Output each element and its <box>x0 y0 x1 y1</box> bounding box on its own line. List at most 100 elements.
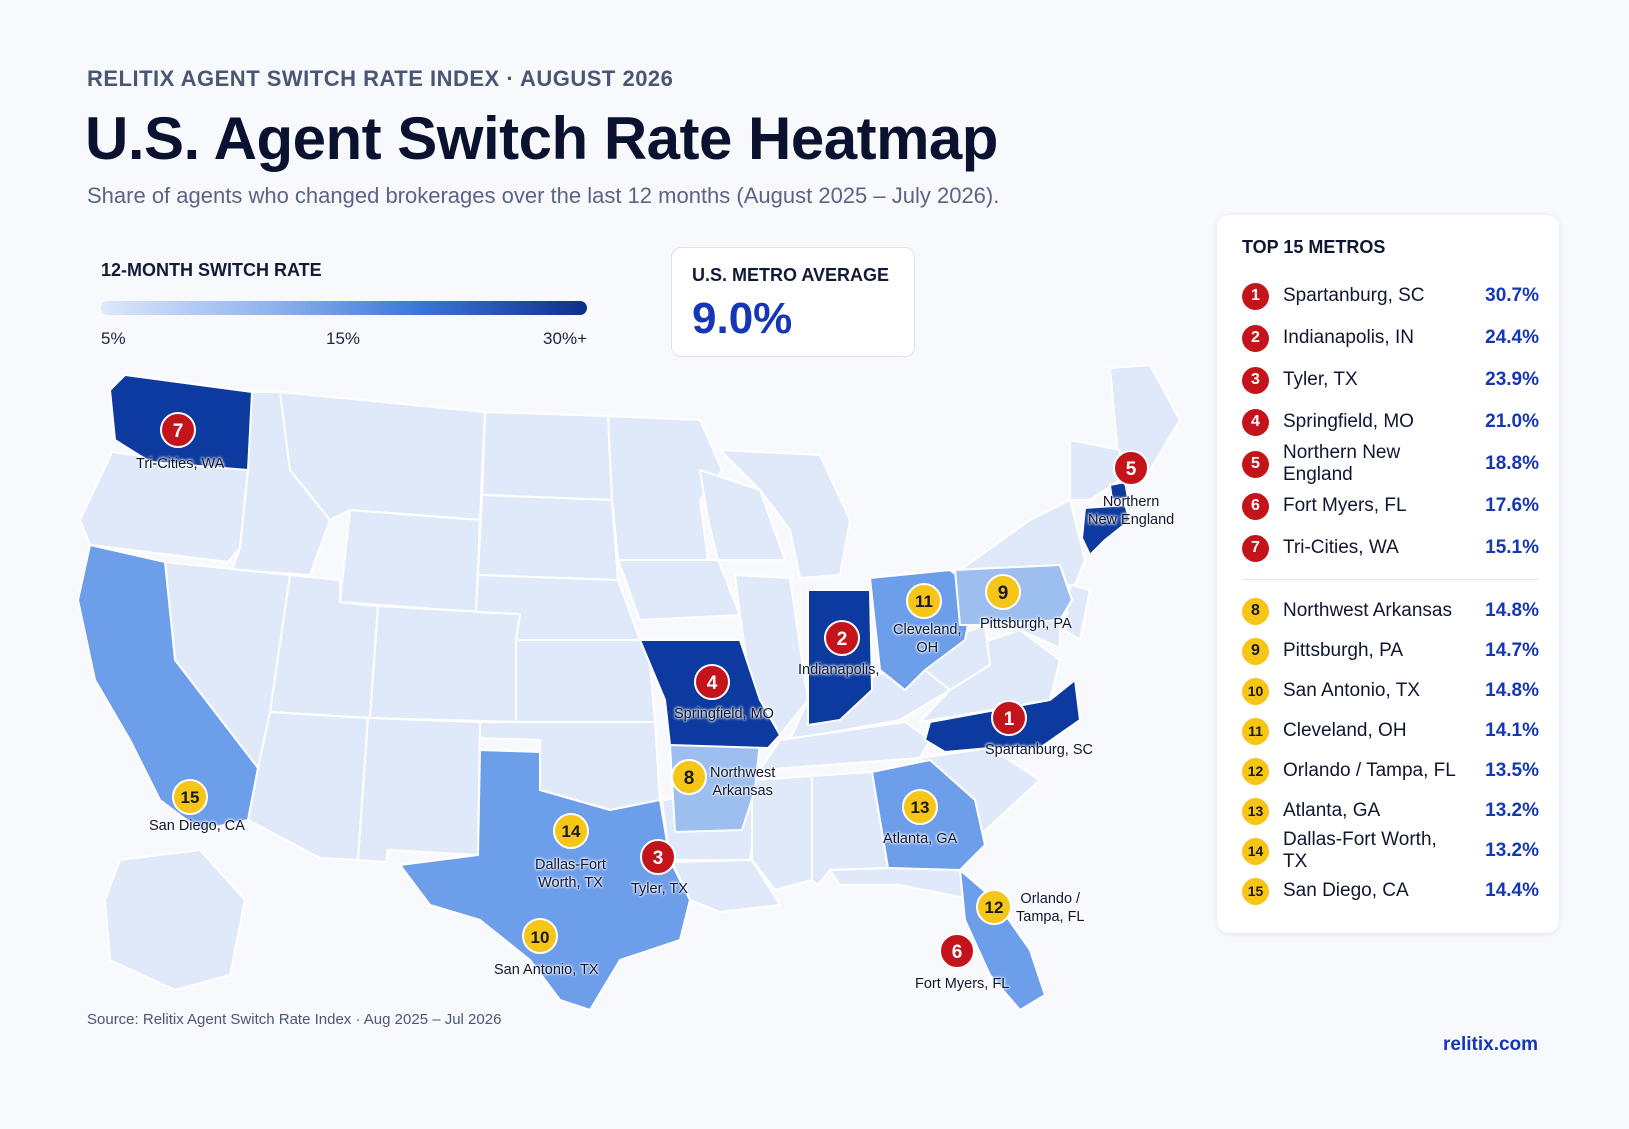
map-label-fort-myers: Fort Myers, FL <box>915 976 1010 992</box>
map-label-nwa-line2: Arkansas <box>712 783 773 800</box>
marker-7[interactable]: 7 <box>160 412 196 448</box>
marker-8[interactable]: 8 <box>671 759 707 795</box>
marker-4[interactable]: 4 <box>694 664 730 700</box>
state-texas <box>399 749 691 1011</box>
metro-rate: 30.7% <box>1485 285 1539 306</box>
metro-row[interactable]: 13 Atlanta, GA 13.2% <box>1242 791 1539 831</box>
metro-row[interactable]: 2 Indianapolis, IN 24.4% <box>1242 317 1539 359</box>
rank-badge: 7 <box>1242 534 1269 562</box>
state-new-england-top <box>1109 481 1129 501</box>
state-colorado <box>369 605 521 723</box>
metro-row[interactable]: 8 Northwest Arkansas 14.8% <box>1242 591 1539 631</box>
metro-name: Atlanta, GA <box>1283 800 1381 821</box>
panel-divider <box>1242 579 1539 580</box>
marker-10[interactable]: 10 <box>522 918 558 954</box>
state-mississippi <box>751 775 813 891</box>
marker-13[interactable]: 13 <box>902 789 938 825</box>
rank-badge: 2 <box>1242 324 1269 352</box>
marker-2[interactable]: 2 <box>824 620 860 656</box>
map-label-orlando-line2: Tampa, FL <box>1016 909 1085 926</box>
rank-badge: 6 <box>1242 492 1269 520</box>
metro-rate: 23.9% <box>1485 369 1539 390</box>
metro-row[interactable]: 7 Tri-Cities, WA 15.1% <box>1242 527 1539 569</box>
bottom-group-list: 8 Northwest Arkansas 14.8% 9 Pittsburgh, PA 1… <box>1242 591 1539 911</box>
marker-15[interactable]: 15 <box>172 779 208 815</box>
metro-row[interactable]: 15 San Diego, CA 14.4% <box>1242 871 1539 911</box>
marker-14[interactable]: 14 <box>553 813 589 849</box>
map-label-atlanta: Atlanta, GA <box>883 831 958 847</box>
metro-name: Springfield, MO <box>1283 411 1414 432</box>
legend-tick-max: 30%+ <box>543 329 587 348</box>
map-label-dfw-line2: Worth, TX <box>538 875 603 892</box>
state-minnesota <box>607 415 723 561</box>
metro-name: Pittsburgh, PA <box>1283 640 1404 661</box>
metro-name: Spartanburg, SC <box>1283 285 1425 306</box>
map-label-orlando-tampa: Orlando / Tampa, FL <box>1016 890 1085 926</box>
metro-row[interactable]: 12 Orlando / Tampa, FL 13.5% <box>1242 751 1539 791</box>
svg-text:14: 14 <box>562 822 581 841</box>
marker-5[interactable]: 5 <box>1113 450 1149 486</box>
metro-rate: 14.8% <box>1485 680 1539 701</box>
metro-rate: 14.1% <box>1485 720 1539 741</box>
legend-tick-mid: 15% <box>325 329 361 348</box>
rank-badge: 3 <box>1242 366 1269 394</box>
state-iowa <box>617 559 741 621</box>
metro-row[interactable]: 6 Fort Myers, FL 17.6% <box>1242 485 1539 527</box>
svg-text:12: 12 <box>985 898 1004 917</box>
svg-text:5: 5 <box>1126 459 1137 480</box>
metro-rate: 14.7% <box>1485 640 1539 661</box>
metro-row[interactable]: 9 Pittsburgh, PA 14.7% <box>1242 631 1539 671</box>
svg-text:1: 1 <box>1004 709 1015 730</box>
metro-row[interactable]: 11 Cleveland, OH 14.1% <box>1242 711 1539 751</box>
state-south-dakota <box>477 494 619 581</box>
metro-row[interactable]: 1 Spartanburg, SC 30.7% <box>1242 275 1539 317</box>
map-label-northern-new-england: Northern New England <box>1088 493 1174 529</box>
top-group-list: 1 Spartanburg, SC 30.7% 2 Indianapolis, IN 24… <box>1242 275 1539 569</box>
svg-text:2: 2 <box>837 629 848 650</box>
map-label-springfield: Springfield, MO <box>674 706 774 722</box>
svg-text:10: 10 <box>531 928 550 947</box>
map-label-orlando-line1: Orlando / <box>1020 891 1081 907</box>
svg-text:8: 8 <box>684 768 695 789</box>
metro-name: San Antonio, TX <box>1283 680 1420 701</box>
map-label-dfw-line1: Dallas-Fort <box>535 857 606 873</box>
map-label-tyler: Tyler, TX <box>631 881 688 897</box>
metro-rate: 14.4% <box>1485 880 1539 901</box>
state-tennessee <box>759 721 931 771</box>
metro-name: Northern New England <box>1283 442 1401 485</box>
metro-row[interactable]: 5 Northern New England 18.8% <box>1242 442 1539 485</box>
marker-3[interactable]: 3 <box>640 839 676 875</box>
state-arizona <box>247 711 369 861</box>
marker-12[interactable]: 12 <box>976 889 1012 925</box>
eyebrow: RELITIX AGENT SWITCH RATE INDEX · AUGUST… <box>87 66 674 91</box>
metro-rate: 13.5% <box>1485 760 1539 781</box>
metro-row[interactable]: 4 Springfield, MO 21.0% <box>1242 401 1539 443</box>
svg-text:13: 13 <box>911 798 930 817</box>
rank-badge: 1 <box>1242 282 1269 310</box>
marker-11[interactable]: 11 <box>906 583 942 619</box>
marker-9[interactable]: 9 <box>985 574 1021 610</box>
metro-row[interactable]: 10 San Antonio, TX 14.8% <box>1242 671 1539 711</box>
map-label-pittsburgh: Pittsburgh, PA <box>980 616 1072 632</box>
marker-1[interactable]: 1 <box>991 700 1027 736</box>
state-north-dakota <box>481 411 613 501</box>
metro-rate: 15.1% <box>1485 537 1539 558</box>
metro-rate: 24.4% <box>1485 327 1539 348</box>
rank-badge: 10 <box>1242 677 1269 705</box>
svg-text:3: 3 <box>653 848 664 869</box>
average-label: U.S. METRO AVERAGE <box>692 265 890 285</box>
rank-badge: 15 <box>1242 877 1269 905</box>
metro-row[interactable]: 14 Dallas-Fort Worth, TX 13.2% <box>1242 829 1539 872</box>
metro-name: Cleveland, OH <box>1283 720 1407 741</box>
site-link[interactable]: relitix.com <box>1443 1034 1539 1055</box>
metro-name: Tyler, TX <box>1283 369 1358 390</box>
metro-row[interactable]: 3 Tyler, TX 23.9% <box>1242 359 1539 401</box>
subtitle: Share of agents who changed brokerages o… <box>87 183 1000 208</box>
metro-rate: 13.2% <box>1485 840 1539 861</box>
rank-badge: 5 <box>1242 450 1269 478</box>
metro-name: Orlando / Tampa, FL <box>1283 760 1456 781</box>
average-value: 9.0% <box>692 294 793 343</box>
state-ohio <box>869 569 976 691</box>
marker-6[interactable]: 6 <box>939 933 975 969</box>
